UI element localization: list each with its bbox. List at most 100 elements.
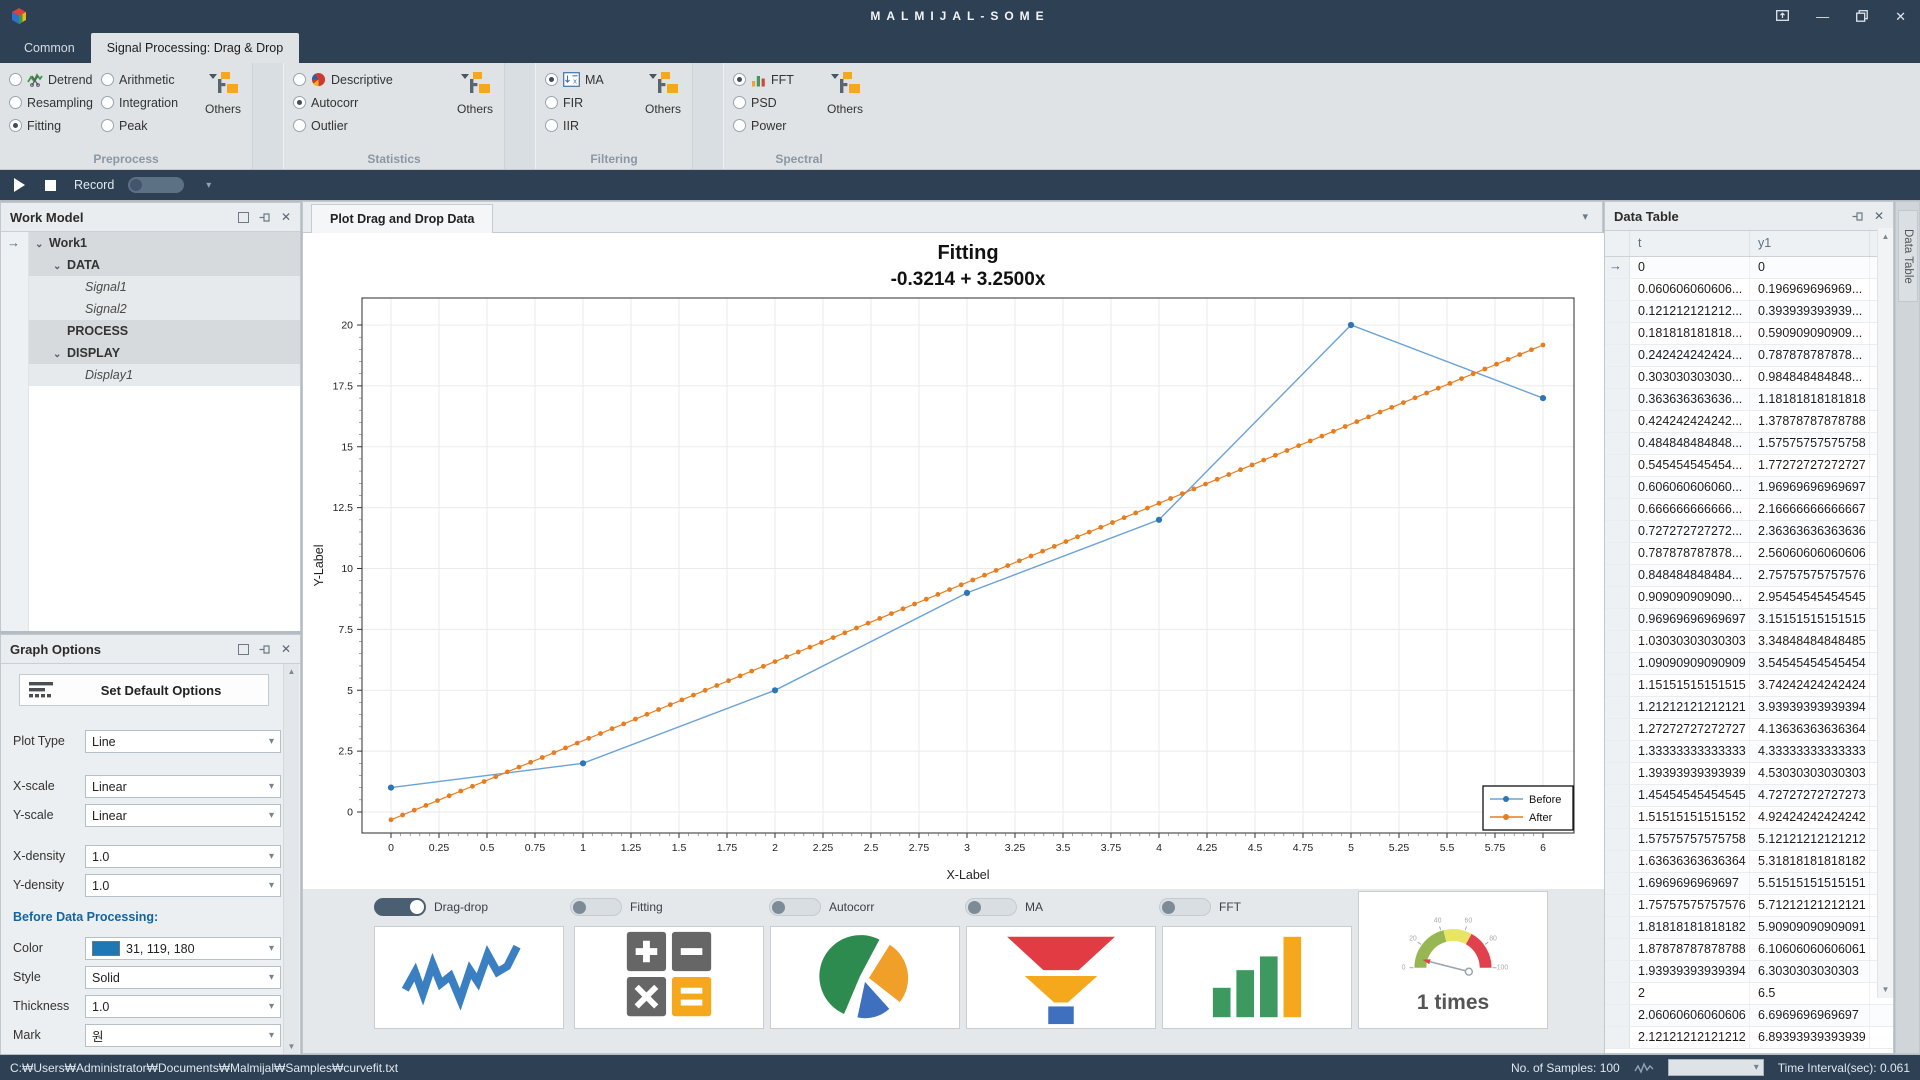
table-row[interactable]: 1.93939393939394 6.3030303030303 [1605, 961, 1893, 983]
mark-dropdown[interactable]: 원 ▾ [85, 1024, 281, 1047]
table-row[interactable]: 0.727272727272... 2.36363636363636 [1605, 521, 1893, 543]
scrollbar[interactable]: ▲ ▼ [283, 664, 299, 1054]
table-row[interactable]: 0.848484848484... 2.75757575757576 [1605, 565, 1893, 587]
toggle-drag-drop[interactable]: Drag-drop [374, 898, 488, 916]
tree-row-display1[interactable]: Display1 [29, 364, 300, 386]
radio-iir[interactable] [545, 119, 558, 132]
scroll-down-button[interactable]: ▼ [1881, 985, 1890, 994]
table-row[interactable]: 2.06060606060606 6.6969696969697 [1605, 1005, 1893, 1027]
radio-power[interactable] [733, 119, 746, 132]
stop-button[interactable] [45, 179, 56, 191]
table-row[interactable]: 1.75757575757576 5.71212121212121 [1605, 895, 1893, 917]
card-funnel[interactable] [966, 926, 1156, 1029]
ribbon-option-descriptive[interactable]: Descriptive [293, 68, 393, 91]
ribbon-option-power[interactable]: Power [733, 114, 794, 137]
close-icon[interactable]: ✕ [280, 210, 291, 224]
radio-outlier[interactable] [293, 119, 306, 132]
scroll-down-button[interactable]: ▼ [287, 1042, 296, 1051]
minimize-button[interactable]: — [1816, 9, 1830, 24]
card-pie[interactable] [770, 926, 960, 1029]
ribbon-option-integration[interactable]: Integration [101, 91, 178, 114]
tree-row-work1[interactable]: ⌄ Work1 [29, 232, 300, 254]
table-row[interactable]: 0.363636363636... 1.18181818181818 [1605, 389, 1893, 411]
card-bars[interactable] [1162, 926, 1352, 1029]
table-row[interactable]: 1.57575757575758 5.12121212121212 [1605, 829, 1893, 851]
radio-descriptive[interactable] [293, 73, 306, 86]
table-row[interactable]: 2.12121212121212 6.89393939393939 [1605, 1027, 1893, 1049]
ribbon-option-peak[interactable]: Peak [101, 114, 178, 137]
expander-icon[interactable]: ⌄ [35, 239, 44, 250]
table-row[interactable]: 0.424242424242... 1.37878787878788 [1605, 411, 1893, 433]
ribbon-option-autocorr[interactable]: Autocorr [293, 91, 393, 114]
tab-list-dropdown-icon[interactable]: ▾ [1582, 211, 1588, 223]
table-row[interactable]: 1.51515151515152 4.92424242424242 [1605, 807, 1893, 829]
card-calculator[interactable] [574, 926, 764, 1029]
record-dropdown-icon[interactable]: ▾ [206, 179, 212, 191]
record-toggle[interactable] [128, 177, 185, 193]
tab-plot-drag-and-drop-data[interactable]: Plot Drag and Drop Data [311, 204, 494, 234]
pin-icon[interactable] [1852, 211, 1864, 222]
close-icon[interactable]: ✕ [280, 642, 291, 656]
side-tab-data-table[interactable]: Data Table [1898, 210, 1918, 302]
table-row[interactable]: 2 6.5 [1605, 983, 1893, 1005]
ribbon-option-arithmetic[interactable]: Arithmetic [101, 68, 178, 91]
toggle-autocorr[interactable]: Autocorr [769, 898, 874, 916]
table-row[interactable]: 1.15151515151515 3.74242424242424 [1605, 675, 1893, 697]
column-header-t[interactable]: t [1630, 231, 1750, 256]
radio-arithmetic[interactable] [101, 73, 115, 86]
plot-canvas[interactable]: 0 0.25 0.5 0.75 1 1.25 1.5 1.75 2 2.25 2.5 2.75 3 3.2… [303, 233, 1604, 889]
ribbon-option-outlier[interactable]: Outlier [293, 114, 393, 137]
x-scale-dropdown[interactable]: Linear ▾ [85, 775, 281, 798]
table-row[interactable]: 0.666666666666... 2.16666666666667 [1605, 499, 1893, 521]
radio-fitting[interactable] [9, 119, 22, 132]
pin-icon[interactable] [259, 212, 271, 223]
table-row[interactable]: 1.27272727272727 4.13636363636364 [1605, 719, 1893, 741]
table-row[interactable]: 0.909090909090... 2.95454545454545 [1605, 587, 1893, 609]
table-row[interactable]: 0.121212121212... 0.393939393939... [1605, 301, 1893, 323]
toggle-switch[interactable] [965, 898, 1017, 916]
scrollbar[interactable]: ▲ ▼ [1877, 228, 1893, 998]
maximize-icon[interactable] [237, 643, 249, 655]
others-button-filtering[interactable]: Others [640, 70, 686, 116]
close-icon[interactable]: ✕ [1873, 209, 1884, 223]
radio-fir[interactable] [545, 96, 558, 109]
table-row[interactable]: 0.787878787878... 2.56060606060606 [1605, 543, 1893, 565]
others-button-statistics[interactable]: Others [452, 70, 498, 116]
y-scale-dropdown[interactable]: Linear ▾ [85, 804, 281, 827]
toggle-switch[interactable] [570, 898, 622, 916]
table-row[interactable]: 1.33333333333333 4.33333333333333 [1605, 741, 1893, 763]
ribbon-option-fft[interactable]: FFT [733, 68, 794, 91]
toggle-ma[interactable]: MA [965, 898, 1043, 916]
table-row[interactable]: 0.606060606060... 1.96969696969697 [1605, 477, 1893, 499]
radio-integration[interactable] [101, 96, 115, 109]
radio-peak[interactable] [101, 119, 115, 132]
ribbon-option-psd[interactable]: PSD [733, 91, 794, 114]
tree-row-data[interactable]: ⌄ DATA [29, 254, 300, 276]
radio-detrend[interactable] [9, 73, 22, 86]
ribbon-option-detrend[interactable]: Detrend [9, 68, 93, 91]
tree-row-signal1[interactable]: Signal1 [29, 276, 300, 298]
scroll-up-button[interactable]: ▲ [287, 667, 296, 676]
toggle-switch[interactable] [374, 898, 426, 916]
restore-button[interactable] [1856, 9, 1868, 24]
status-dropdown[interactable]: ▾ [1667, 1059, 1764, 1076]
table-row[interactable]: 1.81818181818182 5.90909090909091 [1605, 917, 1893, 939]
toggle-fft[interactable]: FFT [1159, 898, 1241, 916]
table-row[interactable]: 0.484848484848... 1.57575757575758 [1605, 433, 1893, 455]
ribbon-option-ma[interactable]: x MA [545, 68, 604, 91]
radio-ma[interactable] [545, 73, 558, 86]
tab-common[interactable]: Common [24, 41, 75, 55]
style-dropdown[interactable]: Solid ▾ [85, 966, 281, 989]
pin-icon[interactable] [259, 644, 271, 655]
table-row[interactable]: 1.03030303030303 3.34848484848485 [1605, 631, 1893, 653]
maximize-icon[interactable] [237, 211, 249, 223]
table-row[interactable]: 0.96969696969697 3.15151515151515 [1605, 609, 1893, 631]
card-signal[interactable] [374, 926, 564, 1029]
play-button[interactable] [14, 178, 25, 192]
table-row[interactable]: 0.181818181818... 0.590909090909... [1605, 323, 1893, 345]
table-row[interactable]: 0.060606060606... 0.196969696969... [1605, 279, 1893, 301]
scroll-up-button[interactable]: ▲ [1881, 232, 1890, 241]
color-dropdown[interactable]: 31, 119, 180 ▾ [85, 937, 281, 960]
others-button-spectral[interactable]: Others [822, 70, 868, 116]
ribbon-option-resampling[interactable]: Resampling [9, 91, 93, 114]
